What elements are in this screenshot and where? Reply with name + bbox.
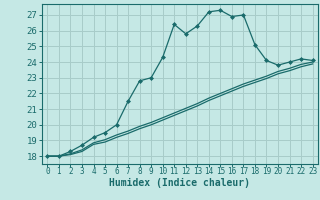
X-axis label: Humidex (Indice chaleur): Humidex (Indice chaleur) xyxy=(109,178,251,188)
